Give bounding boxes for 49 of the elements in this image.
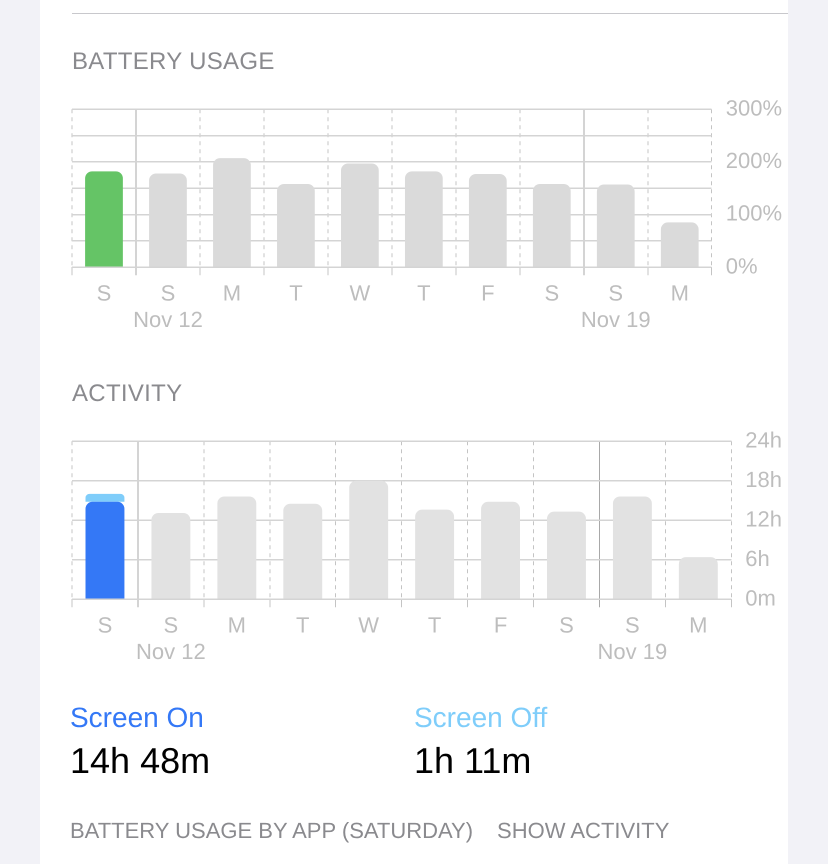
x-tick-label: S Nov 19 — [580, 280, 651, 332]
x-tick-label: M — [222, 280, 242, 306]
bar — [547, 512, 586, 598]
x-tick-label: W — [358, 612, 380, 638]
chart-title: BATTERY USAGE — [72, 48, 276, 76]
x-tick-label: F — [481, 280, 495, 306]
bar — [86, 502, 124, 598]
x-tick-label: S — [96, 280, 112, 306]
x-tick-label: S — [559, 612, 574, 638]
bar — [481, 502, 520, 598]
text: BATTERY USAGE BY APP (SATURDAY) — [70, 818, 474, 844]
bar — [612, 496, 652, 598]
x-tick-label: S — [544, 280, 560, 306]
bar — [415, 510, 454, 598]
x-tick-label: M — [670, 280, 689, 306]
y-tick-label: 100% — [726, 200, 782, 226]
y-tick-label: 24h — [745, 427, 782, 452]
x-tick-label: S — [98, 612, 112, 638]
x-tick-label: S Nov 19 — [598, 612, 668, 664]
x-tick-label: T — [428, 612, 442, 638]
y-tick-label: 300% — [726, 95, 782, 120]
bar — [283, 504, 322, 598]
text: 1h 11m — [414, 740, 532, 782]
y-tick-label: 200% — [726, 148, 782, 173]
text: 14h 48m — [70, 740, 212, 782]
y-tick-label: 0% — [726, 253, 758, 278]
bar — [151, 512, 190, 598]
x-tick-label: S Nov 12 — [136, 612, 206, 664]
bar — [678, 557, 718, 598]
x-tick-label: F — [494, 612, 508, 638]
x-tick-label: T — [417, 280, 431, 306]
text: Screen Off — [414, 702, 548, 734]
x-tick-label: M — [228, 612, 246, 638]
x-tick-label: T — [289, 280, 303, 306]
bar — [86, 494, 124, 502]
y-tick-label: 12h — [745, 506, 782, 532]
y-tick-label: 0m — [745, 585, 776, 610]
x-tick-label: W — [349, 280, 370, 306]
bar — [217, 496, 256, 598]
chart-title: ACTIVITY — [72, 380, 184, 408]
x-tick-label: S Nov 12 — [133, 280, 203, 332]
x-tick-label: T — [296, 612, 310, 638]
bar — [85, 171, 123, 266]
y-tick-label: 18h — [745, 466, 782, 492]
text: SHOW ACTIVITY — [497, 818, 670, 844]
x-tick-label: M — [689, 612, 708, 638]
text: Screen On — [70, 702, 205, 734]
y-tick-label: 6h — [745, 546, 770, 571]
bar — [349, 480, 388, 598]
